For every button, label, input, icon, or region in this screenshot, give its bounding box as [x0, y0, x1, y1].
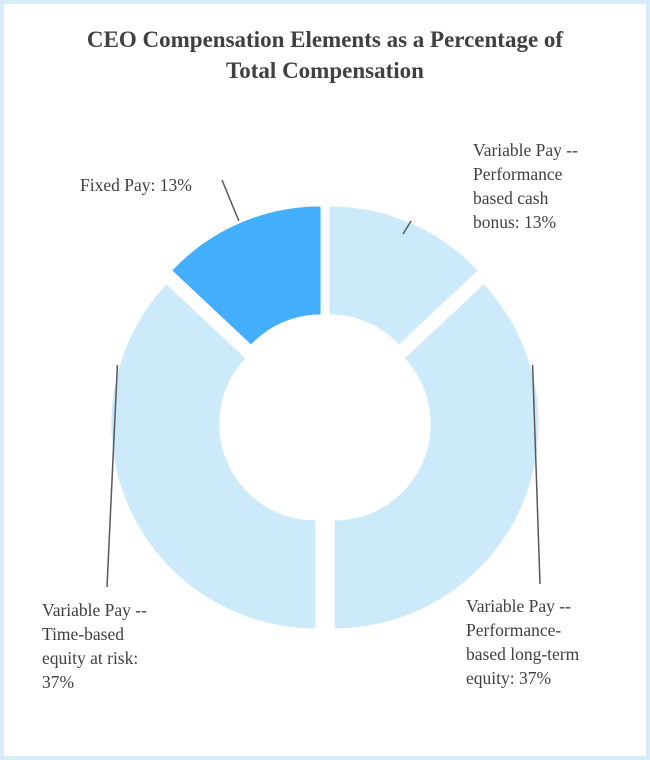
chart-title-line-2: Total Compensation — [226, 58, 424, 83]
slice-performance-long-term-equity — [333, 282, 540, 630]
label-fixed-pay: Fixed Pay: 13% — [80, 175, 192, 195]
leader-line — [221, 179, 240, 222]
chart-title-line-1: CEO Compensation Elements as a Percentag… — [86, 27, 564, 52]
label-performance-long-term-equity: Variable Pay -- Performance- based long-… — [466, 596, 580, 688]
leader-line — [531, 364, 541, 585]
slice-time-based-equity — [110, 282, 317, 630]
chart-title: CEO Compensation Elements as a Percentag… — [0, 24, 650, 86]
label-performance-cash-bonus: Variable Pay -- Performance based cash b… — [473, 140, 578, 232]
leader-line — [402, 220, 412, 235]
label-time-based-equity: Variable Pay -- Time-based equity at ris… — [42, 600, 147, 692]
slice-fixed-pay — [170, 205, 322, 346]
slice-performance-cash-bonus — [328, 205, 480, 346]
leader-line — [106, 364, 119, 588]
